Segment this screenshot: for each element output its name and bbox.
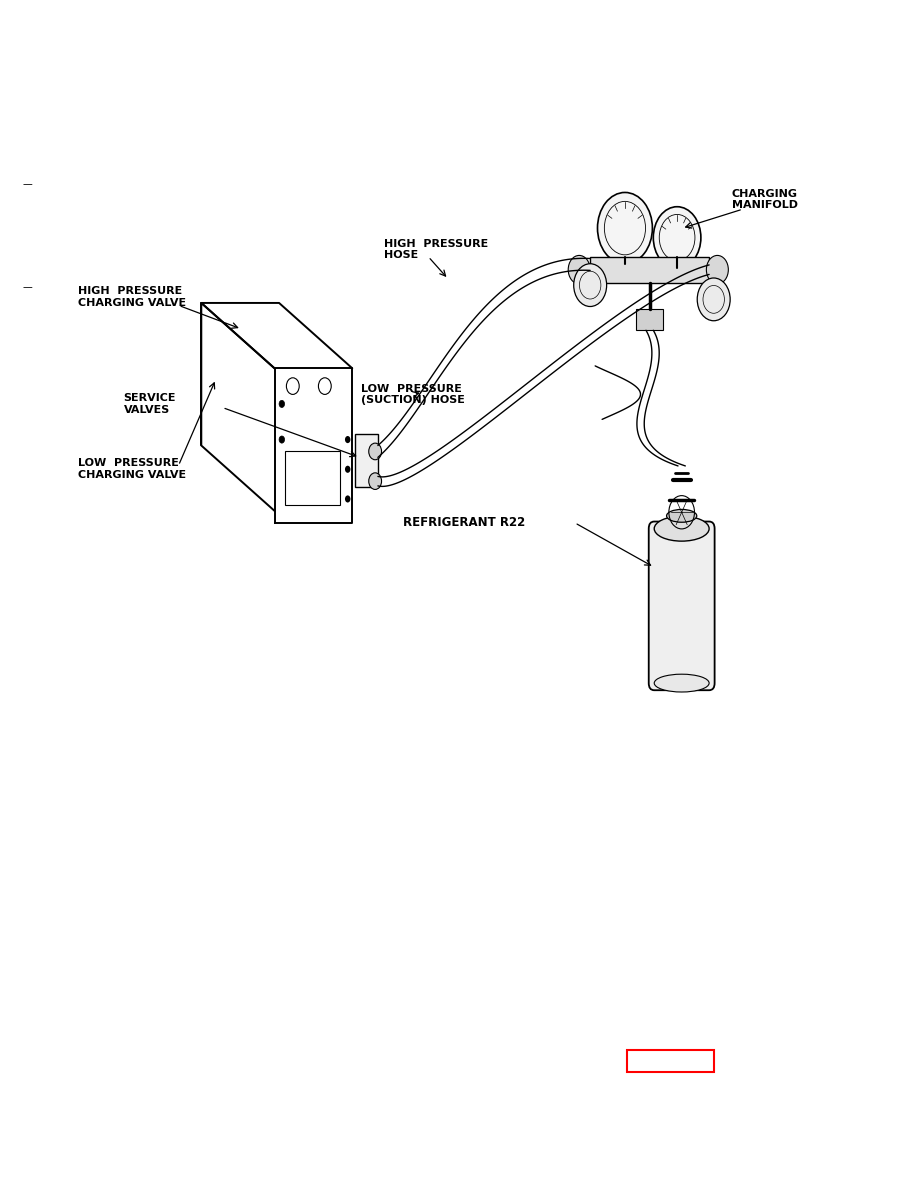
Text: HIGH  PRESSURE
HOSE: HIGH PRESSURE HOSE	[384, 239, 489, 260]
Circle shape	[369, 443, 382, 460]
Circle shape	[568, 255, 590, 284]
Circle shape	[369, 473, 382, 489]
Circle shape	[345, 466, 350, 473]
Text: —: —	[23, 179, 33, 189]
Bar	[636, 309, 663, 330]
Text: —: —	[23, 283, 33, 292]
Ellipse shape	[666, 510, 697, 523]
Circle shape	[706, 255, 728, 284]
Circle shape	[697, 278, 730, 321]
Circle shape	[574, 264, 607, 307]
Text: HIGH  PRESSURE
CHARGING VALVE: HIGH PRESSURE CHARGING VALVE	[78, 286, 186, 308]
FancyBboxPatch shape	[649, 522, 715, 690]
Text: LOW  PRESSURE
(SUCTION) HOSE: LOW PRESSURE (SUCTION) HOSE	[361, 384, 466, 405]
Bar	[590, 257, 709, 283]
Text: SERVICE
VALVES: SERVICE VALVES	[124, 393, 176, 415]
Text: LOW  PRESSURE
CHARGING VALVE: LOW PRESSURE CHARGING VALVE	[78, 459, 186, 480]
Circle shape	[597, 192, 652, 264]
Ellipse shape	[654, 675, 709, 691]
Circle shape	[653, 207, 701, 268]
Text: CHARGING
MANIFOLD: CHARGING MANIFOLD	[732, 189, 798, 210]
Bar	[285, 451, 340, 505]
Circle shape	[345, 495, 350, 503]
Ellipse shape	[654, 517, 709, 542]
Circle shape	[279, 400, 285, 407]
Circle shape	[279, 436, 285, 443]
Bar	[627, 1050, 714, 1072]
Circle shape	[345, 436, 350, 443]
Text: REFRIGERANT R22: REFRIGERANT R22	[403, 517, 525, 529]
Bar	[355, 434, 378, 487]
